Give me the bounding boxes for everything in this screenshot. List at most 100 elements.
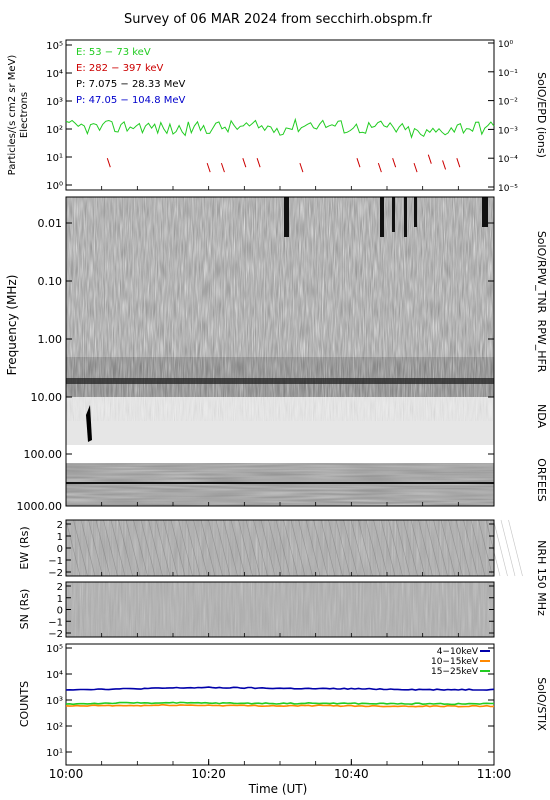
epd-left-axis: 10⁵ 10⁴ 10³ 10² 10¹ 10⁰: [46, 41, 72, 192]
epd-legend-item-3: P: 47.05 − 104.8 MeV: [76, 95, 186, 106]
time-tick-label: 11:00: [477, 767, 512, 781]
epd-legend-item-0: E: 53 − 73 keV: [76, 47, 151, 58]
epd-point-electrons-282-397: [206, 162, 211, 173]
stix-series-0: [65, 686, 495, 691]
spectro-label-orfees: ORFEES: [535, 458, 548, 502]
stix-right-label: SolO/STIX: [535, 677, 548, 731]
nrh-ew-stripe: [448, 519, 463, 577]
tnr-texture: [66, 197, 494, 357]
stix-ylabel: COUNTS: [18, 681, 31, 727]
epd-point-electrons-282-397: [106, 158, 111, 168]
nrh-ew-stripe: [163, 519, 178, 577]
nda-texture: [66, 397, 494, 421]
epd-right-tick-label: 10⁻³: [498, 126, 518, 136]
nrh-ew-ylabel: EW (Rs): [18, 526, 31, 569]
epd-frame: [65, 39, 495, 191]
epd-ylabel-electrons: Electrons: [19, 92, 30, 138]
stix-axis: 10⁵ 10⁴ 10³ 10² 10¹: [46, 644, 494, 759]
epd-legend-item-1: E: 282 − 397 keV: [76, 63, 164, 74]
epd-legend-item-2: P: 7.075 − 28.33 MeV: [76, 79, 186, 90]
time-tick-label: 10:20: [191, 767, 226, 781]
nrh-ew-stripe: [403, 519, 418, 577]
nrh-ew-tick-label: −1: [48, 556, 63, 567]
epd-left-tick-label: 10³: [46, 97, 63, 108]
stix-tick-label: 10²: [46, 722, 63, 733]
spectro-tick-label: 0.10: [38, 275, 63, 288]
epd-right-label: SolO/EPD (ions): [535, 72, 548, 158]
spectro-tick-label: 1000.00: [17, 500, 63, 513]
nrh-ew-stripe: [433, 519, 448, 577]
nrh-ew-stripe: [103, 519, 118, 577]
nrh-ew-stripe: [455, 519, 471, 577]
epd-right-tick-label: 10⁰: [498, 40, 513, 50]
stix-series-2: [65, 701, 494, 706]
tnr-burst-4: [404, 197, 407, 237]
time-axis: 10:00 10:20 10:40 11:00: [49, 186, 512, 781]
epd-right-tick-label: 10⁻⁵: [498, 184, 518, 194]
nrh-ns-panel: 210−1−2 SN (Rs): [18, 581, 495, 640]
nrh-ew-stripe: [358, 519, 373, 577]
epd-point-electrons-282-397: [427, 154, 432, 164]
nrh-ew-stripe: [283, 519, 298, 577]
stix-panel: 10⁵ 10⁴ 10³ 10² 10¹ 4−10keV 10−15keV 15−25ke…: [18, 643, 548, 766]
epd-left-tick-label: 10⁴: [46, 69, 63, 80]
stix-legend-item-0: 4−10keV: [437, 647, 479, 657]
spectro-gap: [66, 445, 494, 463]
stix-legend-item-2: 15−25keV: [431, 667, 479, 677]
nrh-ew-stripe: [238, 519, 253, 577]
nrh-ew-stripe: [365, 519, 381, 577]
spectro-ylabel: Frequency (MHz): [5, 275, 19, 376]
nrh-ew-stripe: [320, 519, 336, 577]
nrh-ew-stripe: [508, 519, 523, 577]
epd-point-electrons-282-397: [377, 162, 382, 173]
nrh-ew-stripe: [373, 519, 388, 577]
nrh-ew-stripe: [440, 519, 456, 577]
epd-ylabel: Particles/(s cm2 sr MeV): [7, 55, 18, 176]
nrh-ew-tick-label: −2: [48, 568, 63, 579]
nrh-ns-tick-label: 1: [57, 594, 63, 605]
tnr-burst-1: [284, 197, 289, 237]
nrh-ew-stripe: [425, 519, 441, 577]
epd-right-axis: 10⁰ 10⁻¹ 10⁻² 10⁻³ 10⁻⁴ 10⁻⁵: [488, 40, 518, 194]
stix-tick-label: 10¹: [46, 748, 63, 759]
spectro-label-nda: NDA: [535, 404, 548, 429]
nrh-ew-panel: 210−1−2 EW (Rs): [18, 519, 523, 579]
nrh-ew-stripe: [110, 519, 126, 577]
nrh-ew-stripe: [65, 519, 81, 577]
nrh-ew-stripe: [133, 519, 148, 577]
nrh-ew-stripe: [170, 519, 186, 577]
nrh-ew-stripe: [185, 519, 201, 577]
nrh-ew-stripe: [298, 519, 313, 577]
nrh-ew-stripe: [245, 519, 261, 577]
spectro-tick-label: 0.01: [38, 217, 63, 230]
hfr-dark-band: [66, 378, 494, 384]
nrh-ew-stripes: [65, 519, 523, 577]
nrh-ew-stripe: [193, 519, 208, 577]
epd-right-tick-label: 10⁻²: [498, 98, 518, 108]
nrh-ew-stripe: [148, 519, 163, 577]
nrh-ew-stripe: [500, 519, 516, 577]
nrh-ew-stripe: [388, 519, 403, 577]
nrh-ew-stripe: [178, 519, 193, 577]
nrh-ew-stripe: [88, 519, 103, 577]
nrh-ew-stripe: [290, 519, 306, 577]
nrh-ew-tick-label: 0: [57, 544, 63, 555]
hfr-texture: [66, 357, 494, 397]
nrh-ew-stripe: [328, 519, 343, 577]
epd-left-tick-label: 10²: [46, 125, 63, 136]
nrh-ew-stripe: [470, 519, 486, 577]
nrh-ew-stripe: [410, 519, 426, 577]
nrh-ew-stripe: [380, 519, 396, 577]
epd-point-electrons-282-397: [392, 158, 397, 168]
stix-tick-label: 10⁴: [46, 670, 63, 681]
nrh-ew-stripe: [80, 519, 96, 577]
nrh-ew-stripe: [125, 519, 141, 577]
epd-point-electrons-282-397: [256, 158, 261, 168]
nrh-ew-stripe: [223, 519, 238, 577]
stix-tick-label: 10⁵: [46, 644, 63, 655]
nrh-ns-tick-label: 2: [57, 582, 63, 593]
time-axis-label: Time (UT): [248, 782, 308, 796]
chart-title: Survey of 06 MAR 2024 from secchirh.obsp…: [124, 12, 433, 27]
nrh-ew-stripe: [463, 519, 478, 577]
